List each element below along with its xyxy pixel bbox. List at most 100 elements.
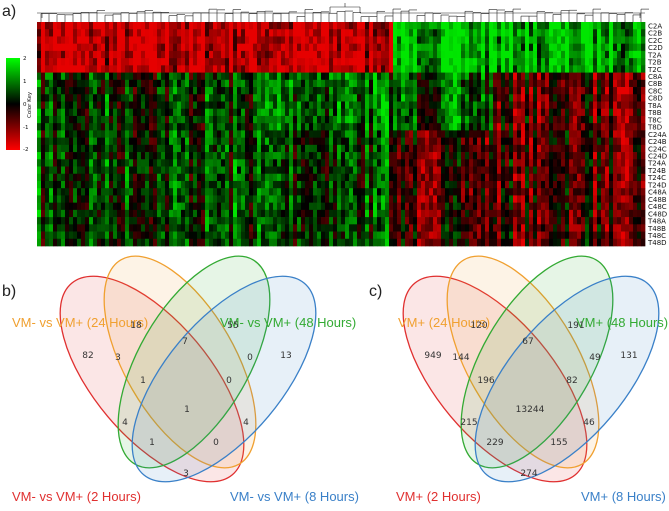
heatmap-cell <box>505 87 510 95</box>
heatmap-cell <box>629 217 634 225</box>
heatmap-cell <box>533 231 538 240</box>
heatmap-cell <box>149 87 154 95</box>
heatmap-cell <box>453 209 458 218</box>
heatmap-cell <box>637 58 642 66</box>
heatmap-cell <box>541 22 546 30</box>
heatmap-cell <box>173 224 178 232</box>
heatmap-cell <box>125 65 130 73</box>
heatmap-cell <box>325 224 330 232</box>
heatmap-cell <box>385 108 390 117</box>
heatmap-cell <box>377 130 382 138</box>
heatmap-cell <box>421 36 426 45</box>
heatmap-cell <box>473 123 478 131</box>
heatmap-cell <box>597 130 602 138</box>
heatmap-cell <box>617 43 622 52</box>
heatmap-cell <box>477 123 482 131</box>
heatmap-cell <box>173 108 178 117</box>
heatmap-cell <box>525 87 530 95</box>
heatmap-cell <box>505 22 510 30</box>
heatmap-cell <box>593 238 598 247</box>
heatmap-cell <box>49 152 54 160</box>
heatmap-cell <box>605 79 610 88</box>
heatmap-cell <box>249 231 254 240</box>
heatmap-cell <box>577 195 582 203</box>
heatmap-cell <box>317 173 322 182</box>
heatmap-cell <box>209 115 214 124</box>
heatmap-cell <box>97 130 102 138</box>
heatmap-cell <box>97 152 102 160</box>
heatmap-cell <box>369 180 374 189</box>
heatmap-cell <box>405 115 410 124</box>
heatmap-cell <box>121 231 126 240</box>
heatmap-cell <box>89 188 94 196</box>
heatmap-cell <box>349 137 354 146</box>
heatmap-cell <box>373 79 378 88</box>
heatmap-cell <box>481 231 486 240</box>
heatmap-cell <box>233 123 238 131</box>
heatmap-cell <box>469 180 474 189</box>
heatmap-cell <box>113 65 118 73</box>
heatmap-cell <box>489 130 494 138</box>
heatmap-cell <box>137 108 142 117</box>
heatmap-cell <box>57 22 62 30</box>
heatmap-cell <box>313 231 318 240</box>
heatmap-cell <box>625 50 630 59</box>
heatmap-cell <box>217 144 222 153</box>
heatmap-cell <box>437 87 442 95</box>
heatmap-cell <box>497 72 502 81</box>
heatmap-cell <box>305 188 310 196</box>
heatmap-cell <box>381 79 386 88</box>
heatmap-cell <box>117 94 122 102</box>
heatmap-cell <box>513 209 518 218</box>
heatmap-cell <box>565 22 570 30</box>
heatmap-cell <box>65 202 70 211</box>
heatmap-cell <box>569 36 574 45</box>
heatmap-cell <box>613 137 618 146</box>
heatmap-cell <box>285 29 290 37</box>
heatmap-cell <box>209 50 214 59</box>
heatmap-cell <box>397 43 402 52</box>
heatmap-cell <box>593 22 598 30</box>
heatmap-cell <box>261 144 266 153</box>
heatmap-cell <box>633 166 638 175</box>
heatmap-cell <box>469 152 474 160</box>
heatmap-cell <box>149 50 154 59</box>
heatmap-cell <box>473 238 478 247</box>
heatmap-cell <box>469 43 474 52</box>
heatmap-cell <box>329 50 334 59</box>
heatmap-cell <box>613 202 618 211</box>
heatmap-cell <box>421 217 426 225</box>
heatmap-cell <box>157 195 162 203</box>
heatmap-cell <box>113 137 118 146</box>
heatmap-cell <box>613 101 618 110</box>
heatmap-cell <box>641 144 646 153</box>
heatmap-cell <box>285 144 290 153</box>
heatmap-cell <box>293 217 298 225</box>
heatmap-cell <box>529 231 534 240</box>
heatmap-cell <box>629 159 634 167</box>
panel-label-b: b) <box>2 283 16 300</box>
heatmap-cell <box>389 123 394 131</box>
heatmap-cell <box>349 115 354 124</box>
heatmap-cell <box>401 101 406 110</box>
heatmap-cell <box>581 123 586 131</box>
heatmap-cell <box>561 180 566 189</box>
heatmap-cell <box>433 130 438 138</box>
heatmap-cell <box>257 87 262 95</box>
heatmap-cell <box>381 144 386 153</box>
heatmap-cell <box>445 50 450 59</box>
heatmap-cell <box>65 65 70 73</box>
heatmap-cell <box>525 72 530 81</box>
heatmap-cell <box>173 72 178 81</box>
heatmap-cell <box>209 166 214 175</box>
heatmap-cell <box>185 94 190 102</box>
heatmap-cell <box>77 43 82 52</box>
heatmap-cell <box>265 137 270 146</box>
heatmap-cell <box>49 94 54 102</box>
heatmap-cell <box>589 173 594 182</box>
heatmap-cell <box>109 144 114 153</box>
heatmap-cell <box>625 238 630 247</box>
heatmap-cell <box>169 238 174 247</box>
heatmap-cell <box>341 22 346 30</box>
heatmap-cell <box>145 130 150 138</box>
